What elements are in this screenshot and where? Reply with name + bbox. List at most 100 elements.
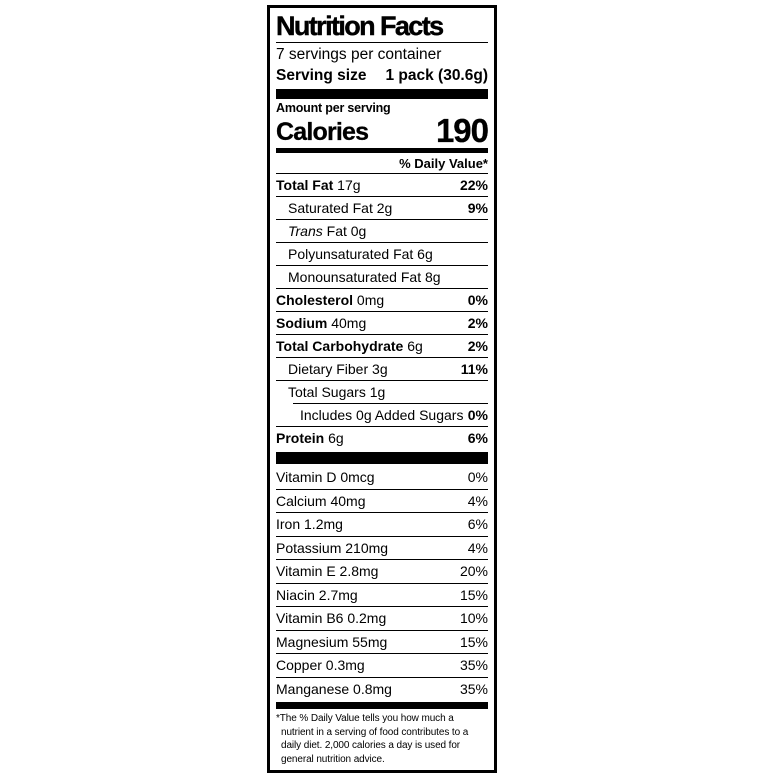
title-divider: [276, 42, 488, 43]
nutrient-daily-value: 22%: [459, 177, 488, 193]
vitamin-daily-value: 15%: [459, 586, 488, 603]
vitamin-row: Vitamin E 2.8mg 20%: [276, 560, 488, 583]
vitamins-section: Vitamin D 0mcg 0% Calcium 40mg 4% Iron 1.2mg…: [276, 466, 488, 700]
vitamin-daily-value: 35%: [459, 680, 488, 697]
row-separator: [276, 219, 488, 220]
nutrient-name: Includes 0g Added Sugars: [300, 407, 464, 423]
nutrient-row: Trans Fat 0g: [276, 220, 488, 242]
nutrient-amount: 8g: [421, 269, 441, 285]
nutrient-row: Includes 0g Added Sugars 0%: [276, 404, 488, 426]
nutrient-name: Dietary Fiber: [288, 361, 369, 377]
row-separator: [276, 265, 488, 266]
row-separator: [276, 334, 488, 335]
nutrition-facts-label: Nutrition Facts 7 servings per container…: [267, 5, 497, 773]
row-separator: [276, 426, 488, 427]
vitamin-daily-value: 4%: [467, 539, 488, 556]
nutrient-amount: 6g: [403, 338, 423, 354]
row-separator: [276, 288, 488, 289]
nutrient-row: Saturated Fat 2g 9%: [276, 197, 488, 219]
vitamin-row: Magnesium 55mg 15%: [276, 631, 488, 654]
vitamin-name: Vitamin B6 0.2mg: [276, 610, 387, 626]
vitamin-daily-value: 0%: [467, 469, 488, 485]
nutrient-amount: 0mg: [353, 292, 385, 308]
nutrient-daily-value: 0%: [467, 292, 488, 308]
nutrient-daily-value: 2%: [467, 315, 488, 331]
row-separator: [276, 488, 488, 490]
nutrient-amount: 6g: [324, 430, 344, 446]
vitamin-daily-value: 15%: [459, 633, 488, 650]
serving-size-label: Serving size: [276, 67, 367, 84]
vitamin-row: Iron 1.2mg 6%: [276, 513, 488, 536]
nutrient-row: Monounsaturated Fat 8g: [276, 266, 488, 288]
vitamin-name: Niacin 2.7mg: [276, 586, 358, 603]
row-separator: [276, 173, 488, 174]
vitamin-name: Vitamin D 0mcg: [276, 469, 375, 485]
thick-bar: [276, 452, 488, 464]
row-separator: [276, 676, 488, 678]
vitamin-daily-value: 6%: [467, 516, 488, 532]
nutrient-amount: 17g: [333, 177, 361, 193]
thick-bar: [276, 702, 488, 709]
vitamin-name: Potassium 210mg: [276, 539, 389, 556]
calories-row: Calories 190: [276, 112, 489, 149]
vitamin-row: Potassium 210mg 4%: [276, 537, 488, 560]
vitamin-name: Magnesium 55mg: [276, 633, 388, 650]
vitamin-row: Niacin 2.7mg 15%: [276, 584, 488, 607]
nutrient-daily-value: 6%: [467, 430, 488, 446]
nutrient-row: Dietary Fiber 3g 11%: [276, 358, 488, 380]
vitamin-name: Calcium 40mg: [276, 492, 366, 509]
serving-size-value: 1 pack (30.6g): [385, 67, 488, 84]
row-separator: [276, 629, 488, 631]
nutrient-row: Total Carbohydrate 6g 2%: [276, 335, 488, 357]
thick-bar: [276, 89, 488, 99]
nutrient-row: Polyunsaturated Fat 6g: [276, 243, 488, 265]
nutrient-row: Cholesterol 0mg 0%: [276, 289, 488, 311]
medium-bar: [276, 148, 488, 153]
nutrient-amount: Fat 0g: [322, 223, 367, 239]
vitamin-daily-value: 4%: [467, 492, 488, 509]
nutrient-name: Saturated Fat: [288, 200, 373, 216]
row-separator: [276, 311, 488, 312]
servings-per-container: 7 servings per container: [276, 46, 442, 63]
nutrient-amount: 1g: [365, 384, 386, 400]
vitamin-row: Manganese 0.8mg 35%: [276, 678, 488, 701]
label-title: Nutrition Facts: [276, 11, 445, 41]
nutrient-amount: 6g: [413, 246, 433, 262]
row-separator: [276, 535, 488, 537]
vitamin-row: Copper 0.3mg 35%: [276, 654, 488, 677]
vitamin-row: Vitamin D 0mcg 0%: [276, 466, 488, 489]
vitamin-daily-value: 35%: [459, 657, 488, 673]
row-separator: [293, 403, 488, 404]
vitamin-daily-value: 20%: [459, 563, 488, 579]
nutrient-row: Total Fat 17g 22%: [276, 174, 488, 196]
nutrient-row: Total Sugars 1g: [276, 381, 488, 403]
nutrient-name: Cholesterol: [276, 292, 354, 308]
nutrient-name: Protein: [276, 430, 325, 446]
nutrient-row: Sodium 40mg 2%: [276, 312, 488, 334]
row-separator: [276, 196, 488, 197]
row-separator: [276, 512, 488, 513]
footnote: *The % Daily Value tells you how much a …: [276, 713, 469, 765]
nutrient-daily-value: 11%: [460, 361, 488, 377]
nutrient-daily-value: 0%: [467, 407, 488, 423]
vitamin-name: Copper 0.3mg: [276, 657, 365, 673]
row-separator: [276, 653, 488, 654]
daily-value-header: % Daily Value*: [399, 156, 488, 171]
calories-value: 190: [435, 112, 489, 149]
nutrient-name: Sodium: [276, 315, 328, 331]
amount-per-serving-label: Amount per serving: [276, 101, 391, 115]
nutrient-daily-value: 9%: [467, 200, 488, 216]
serving-size-row: Serving size 1 pack (30.6g): [276, 65, 488, 86]
vitamin-daily-value: 10%: [459, 610, 488, 626]
nutrient-name: Total Sugars: [288, 384, 366, 400]
nutrient-row: Protein 6g 6%: [276, 427, 488, 449]
row-separator: [276, 559, 488, 560]
vitamin-row: Vitamin B6 0.2mg 10%: [276, 607, 488, 630]
nutrient-daily-value: 2%: [467, 338, 488, 354]
nutrient-name: Monounsaturated Fat: [288, 269, 422, 285]
row-separator: [276, 582, 488, 584]
nutrient-name: Trans: [288, 223, 323, 239]
vitamin-name: Vitamin E 2.8mg: [276, 563, 379, 579]
row-separator: [276, 242, 488, 243]
nutrient-amount: 2g: [372, 200, 393, 216]
